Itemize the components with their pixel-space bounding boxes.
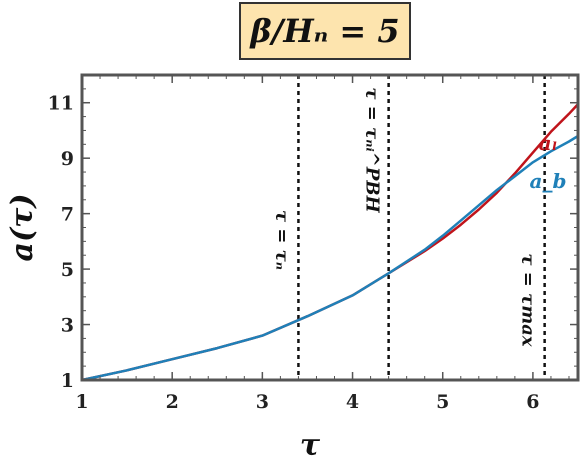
x-tick-label: 3 <box>256 391 269 413</box>
y-axis-label: a(τ) <box>5 193 40 261</box>
y-tick-label: 3 <box>61 315 74 337</box>
x-tick-label: 4 <box>346 391 359 413</box>
y-tick-label: 11 <box>48 93 74 115</box>
x-axis-label: τ <box>300 428 321 463</box>
x-tick-label: 6 <box>526 391 539 413</box>
x-tick-label: 2 <box>166 391 179 413</box>
vline-label: τ = τmax <box>518 253 539 347</box>
axis-ticks: 1 2 3 4 5 6 1 3 5 7 9 11 <box>48 74 578 413</box>
vertical-markers: τ = τₙ τ = τₙᵢ^PBH τ = τmax <box>271 75 546 380</box>
x-tick-label: 5 <box>436 391 449 413</box>
x-tick-label: 1 <box>75 391 88 413</box>
series-label: aₗ <box>539 131 558 155</box>
vline-label: τ = τₙᵢ^PBH <box>362 87 383 213</box>
series-line <box>81 134 579 382</box>
chart-title: β/Hₙ = 5 <box>239 2 411 60</box>
series-line <box>81 103 579 382</box>
y-tick-label: 5 <box>61 259 74 281</box>
y-tick-label: 9 <box>61 148 74 170</box>
plot-frame <box>80 73 580 382</box>
y-tick-label: 7 <box>61 204 74 226</box>
vline-label: τ = τₙ <box>271 210 292 270</box>
axis-labels: τ a(τ) <box>5 193 321 463</box>
series-lines: aₗ a_b <box>81 103 579 382</box>
y-tick-label: 1 <box>61 370 74 392</box>
series-label: a_b <box>530 169 567 193</box>
